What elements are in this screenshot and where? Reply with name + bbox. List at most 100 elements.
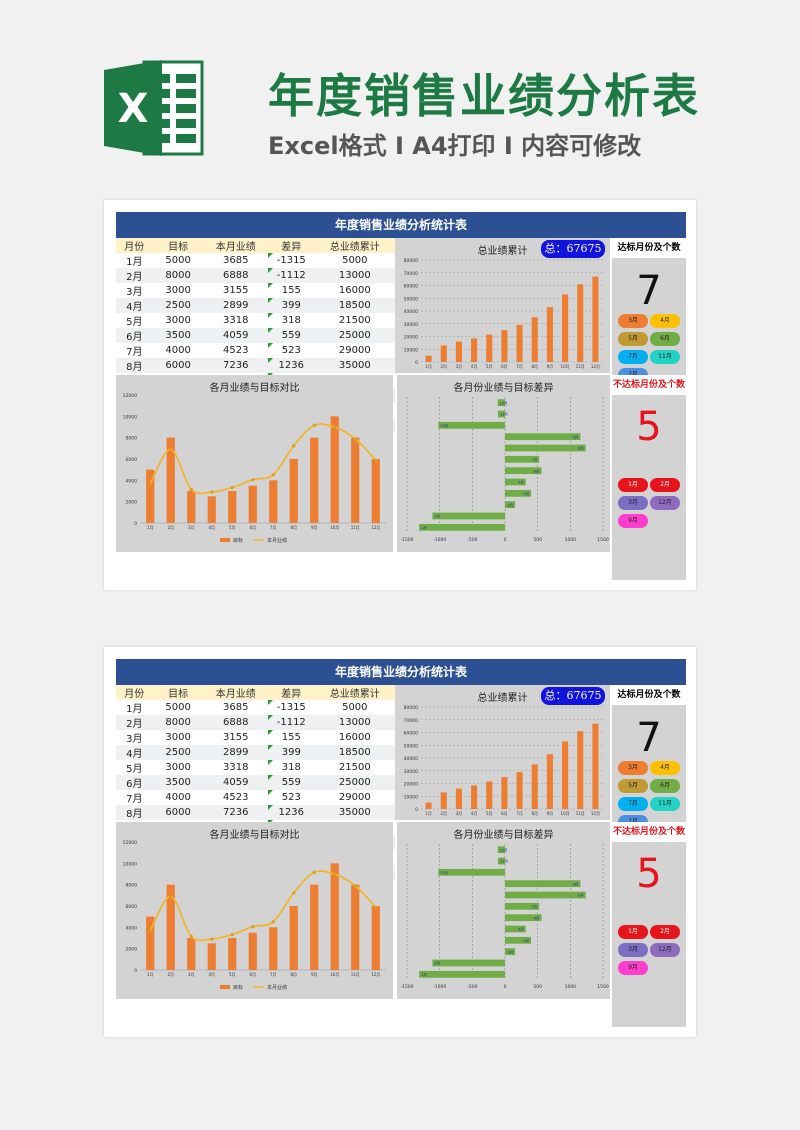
achieved-month-pill[interactable]: 6月: [650, 779, 680, 793]
table-cell[interactable]: 21500: [338, 762, 371, 773]
table-cell[interactable]: 318: [267, 313, 315, 328]
table-cell[interactable]: 559: [267, 328, 315, 343]
table-cell[interactable]: 7236: [203, 805, 268, 820]
table-cell[interactable]: 18500: [314, 745, 395, 760]
table-cell[interactable]: -1112: [267, 715, 315, 730]
table-cell[interactable]: 6000: [152, 805, 204, 820]
table-cell[interactable]: 2500: [152, 745, 204, 760]
missed-month-pill[interactable]: 2月: [650, 925, 680, 939]
missed-month-pill[interactable]: 12月: [650, 496, 680, 510]
table-cell[interactable]: 5000: [342, 255, 368, 266]
table-cell[interactable]: 4059: [203, 775, 268, 790]
table-cell[interactable]: 3500: [152, 775, 204, 790]
table-cell[interactable]: 21500: [338, 315, 371, 326]
table-cell[interactable]: 3318: [223, 315, 249, 326]
table-cell[interactable]: 318: [267, 760, 315, 775]
table-cell[interactable]: 5月: [126, 764, 143, 775]
table-cell[interactable]: 5000: [342, 702, 368, 713]
table-cell[interactable]: 3500: [152, 328, 204, 343]
missed-month-pill[interactable]: 1月: [618, 478, 648, 492]
table-cell[interactable]: 25000: [314, 775, 395, 790]
table-cell[interactable]: 3月: [126, 734, 143, 745]
table-cell[interactable]: 6月: [116, 775, 153, 790]
achieved-month-pill[interactable]: 11月: [650, 797, 680, 811]
table-cell[interactable]: 16000: [338, 285, 371, 296]
table-cell[interactable]: 399: [267, 745, 315, 760]
table-cell[interactable]: 1236: [267, 805, 315, 820]
table-cell[interactable]: 3155: [223, 285, 249, 296]
table-cell[interactable]: 5000: [165, 255, 191, 266]
table-cell[interactable]: 1月: [126, 257, 143, 268]
table-cell[interactable]: 3685: [223, 255, 249, 266]
table-cell[interactable]: 13000: [314, 715, 395, 730]
missed-month-pill[interactable]: 1月: [618, 925, 648, 939]
table-cell[interactable]: 3000: [165, 732, 191, 743]
table-cell[interactable]: -1315: [267, 253, 315, 268]
table-cell[interactable]: 1236: [267, 358, 315, 373]
table-cell[interactable]: 4523: [223, 792, 249, 803]
missed-month-pill[interactable]: 3月: [618, 943, 648, 957]
table-cell[interactable]: 3000: [165, 285, 191, 296]
missed-month-pill[interactable]: 12月: [650, 943, 680, 957]
table-cell[interactable]: 3155: [223, 732, 249, 743]
table-cell[interactable]: 155: [267, 283, 315, 298]
table-cell[interactable]: -1112: [267, 268, 315, 283]
achieved-month-pill[interactable]: 5月: [618, 779, 648, 793]
table-cell[interactable]: 7236: [203, 358, 268, 373]
table-cell[interactable]: 4月: [116, 298, 153, 313]
table-cell[interactable]: 29000: [338, 345, 371, 356]
table-cell[interactable]: 4月: [116, 745, 153, 760]
table-cell[interactable]: 35000: [314, 358, 395, 373]
table-cell[interactable]: 399: [267, 298, 315, 313]
table-cell[interactable]: 4000: [165, 792, 191, 803]
table-cell[interactable]: 2月: [116, 715, 153, 730]
table-cell[interactable]: 6888: [203, 268, 268, 283]
table-cell[interactable]: 3000: [165, 762, 191, 773]
table-cell[interactable]: 4000: [165, 345, 191, 356]
table-cell[interactable]: 6888: [203, 715, 268, 730]
achieved-month-pill[interactable]: 5月: [618, 332, 648, 346]
table-cell[interactable]: 3685: [223, 702, 249, 713]
table-cell[interactable]: 6月: [116, 328, 153, 343]
table-cell[interactable]: 7月: [126, 794, 143, 805]
missed-month-pill[interactable]: 9月: [618, 514, 648, 528]
table-cell[interactable]: 6000: [152, 358, 204, 373]
table-cell[interactable]: 8000: [152, 268, 204, 283]
table-cell[interactable]: 2899: [203, 745, 268, 760]
achieved-month-pill[interactable]: 3月: [618, 761, 648, 775]
table-cell[interactable]: 559: [267, 775, 315, 790]
achieved-month-pill[interactable]: 4月: [650, 314, 680, 328]
table-cell[interactable]: 523: [267, 343, 315, 358]
table-cell[interactable]: 25000: [314, 328, 395, 343]
table-cell[interactable]: 29000: [338, 792, 371, 803]
table-cell[interactable]: 8000: [152, 715, 204, 730]
table-cell[interactable]: 523: [267, 790, 315, 805]
missed-month-pill[interactable]: 3月: [618, 496, 648, 510]
table-cell[interactable]: 3000: [165, 315, 191, 326]
table-cell[interactable]: 8月: [116, 805, 153, 820]
table-cell[interactable]: 2500: [152, 298, 204, 313]
table-cell[interactable]: 4059: [203, 328, 268, 343]
table-cell[interactable]: 2899: [203, 298, 268, 313]
achieved-month-pill[interactable]: 6月: [650, 332, 680, 346]
table-cell[interactable]: 3月: [126, 287, 143, 298]
achieved-month-pill[interactable]: 11月: [650, 350, 680, 364]
missed-month-pill[interactable]: 9月: [618, 961, 648, 975]
table-cell[interactable]: 5000: [165, 702, 191, 713]
table-cell[interactable]: 1月: [126, 704, 143, 715]
table-cell[interactable]: 35000: [314, 805, 395, 820]
table-cell[interactable]: 3318: [223, 762, 249, 773]
table-cell[interactable]: -1315: [267, 700, 315, 715]
achieved-month-pill[interactable]: 3月: [618, 314, 648, 328]
table-cell[interactable]: 155: [267, 730, 315, 745]
table-cell[interactable]: 4523: [223, 345, 249, 356]
table-cell[interactable]: 5月: [126, 317, 143, 328]
table-cell[interactable]: 16000: [338, 732, 371, 743]
achieved-month-pill[interactable]: 7月: [618, 797, 648, 811]
table-cell[interactable]: 18500: [314, 298, 395, 313]
table-cell[interactable]: 13000: [314, 268, 395, 283]
table-cell[interactable]: 2月: [116, 268, 153, 283]
missed-month-pill[interactable]: 2月: [650, 478, 680, 492]
achieved-month-pill[interactable]: 7月: [618, 350, 648, 364]
achieved-month-pill[interactable]: 4月: [650, 761, 680, 775]
